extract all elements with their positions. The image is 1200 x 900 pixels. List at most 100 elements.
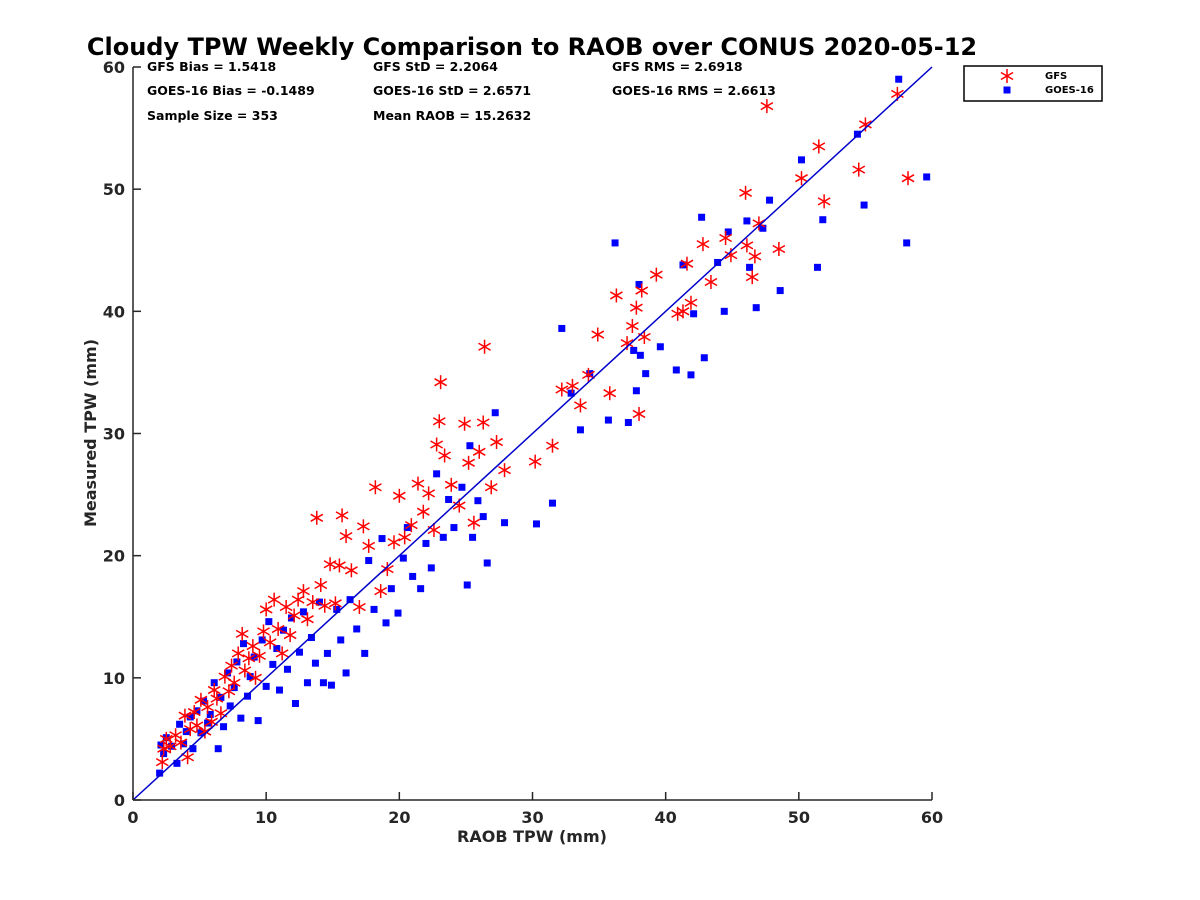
data-point-gfs (287, 608, 301, 623)
data-point-gfs (603, 386, 617, 401)
data-point-goes16 (258, 636, 266, 644)
data-point-gfs (387, 535, 401, 550)
legend-goes16-square (1003, 86, 1011, 94)
data-point-goes16 (797, 156, 805, 164)
data-point-goes16 (157, 741, 165, 749)
data-point-goes16 (186, 713, 194, 721)
data-point-gfs (380, 562, 394, 577)
data-point-goes16 (630, 346, 638, 354)
data-point-gfs (404, 518, 418, 533)
data-point-gfs (263, 635, 277, 650)
data-point-gfs (609, 288, 623, 303)
data-point-gfs (478, 339, 491, 354)
data-point-gfs (242, 651, 256, 666)
data-point-goes16 (361, 649, 369, 657)
chart-title: Cloudy TPW Weekly Comparison to RAOB ove… (87, 33, 977, 61)
stat-goes-bias: GOES-16 Bias = -0.1489 (147, 83, 315, 98)
data-point-goes16 (604, 416, 612, 424)
data-point-gfs (259, 602, 273, 617)
data-point-goes16 (382, 619, 390, 627)
legend-goes16-marker (1003, 86, 1011, 94)
data-point-gfs (198, 724, 212, 739)
data-point-goes16 (265, 618, 273, 626)
data-point-gfs (332, 558, 346, 573)
data-point-goes16 (632, 387, 640, 395)
data-point-goes16 (250, 653, 258, 661)
data-point-goes16 (558, 324, 566, 332)
data-point-gfs (335, 508, 349, 523)
y-tick-label: 60 (103, 58, 125, 77)
data-point-goes16 (766, 196, 774, 204)
x-tick-label: 0 (127, 808, 138, 827)
data-point-goes16 (422, 539, 430, 547)
data-point-gfs (467, 515, 481, 530)
data-point-gfs (398, 530, 412, 545)
data-point-gfs (745, 270, 759, 285)
data-point-gfs (271, 621, 285, 636)
y-tick-label: 30 (103, 425, 125, 444)
stat-gfs-bias: GFS Bias = 1.5418 (147, 59, 276, 74)
data-point-goes16 (417, 585, 425, 593)
data-point-goes16 (273, 645, 281, 653)
stat-gfs-rms: GFS RMS = 2.6918 (612, 59, 743, 74)
data-point-goes16 (567, 389, 575, 397)
data-point-gfs (852, 162, 866, 177)
data-point-goes16 (433, 470, 441, 478)
data-point-goes16 (463, 581, 471, 589)
data-point-gfs (275, 646, 289, 661)
data-point-goes16 (387, 585, 395, 593)
data-point-gfs (444, 477, 458, 492)
data-point-goes16 (409, 572, 417, 580)
data-point-gfs (416, 504, 430, 519)
data-point-goes16 (204, 719, 212, 727)
data-point-gfs (740, 238, 754, 253)
data-point-goes16 (240, 640, 248, 648)
data-point-goes16 (337, 636, 345, 644)
data-point-gfs (318, 598, 332, 613)
data-point-gfs (546, 438, 559, 453)
y-tick-label: 0 (114, 791, 125, 810)
data-point-gfs (498, 463, 511, 478)
data-point-gfs (249, 670, 262, 685)
data-point-goes16 (895, 75, 903, 83)
data-point-goes16 (483, 559, 491, 567)
data-point-gfs (267, 592, 281, 607)
data-point-goes16 (283, 665, 291, 673)
data-point-goes16 (327, 681, 335, 689)
data-point-gfs (194, 692, 208, 707)
data-point-gfs (339, 529, 353, 544)
data-point-gfs (462, 455, 476, 470)
data-point-goes16 (743, 217, 751, 225)
data-point-goes16 (220, 723, 228, 731)
legend-gfs-asterisk (1000, 69, 1014, 83)
x-tick-label: 60 (921, 808, 943, 827)
data-point-gfs (719, 231, 733, 246)
data-point-gfs (635, 283, 649, 298)
data-point-gfs (760, 99, 774, 114)
legend-box (963, 65, 1103, 102)
data-point-goes16 (217, 693, 225, 701)
data-point-gfs (566, 378, 579, 393)
data-point-gfs (246, 639, 260, 654)
data-point-gfs (235, 626, 249, 641)
data-point-goes16 (226, 702, 234, 710)
data-point-goes16 (323, 649, 331, 657)
data-point-gfs (739, 185, 753, 200)
x-axis-label: RAOB TPW (mm) (457, 827, 607, 846)
legend: GFS GOES-16 (963, 65, 1103, 102)
data-point-goes16 (445, 495, 453, 503)
data-point-gfs (157, 741, 171, 756)
data-point-goes16 (466, 442, 474, 450)
data-point-gfs (528, 454, 542, 469)
data-point-goes16 (399, 554, 407, 562)
data-point-goes16 (275, 686, 283, 694)
data-point-goes16 (279, 626, 287, 634)
y-tick-label: 40 (103, 302, 125, 321)
data-point-gfs (310, 510, 324, 525)
data-point-goes16 (813, 263, 821, 271)
data-point-goes16 (819, 216, 827, 224)
data-point-goes16 (698, 213, 706, 221)
data-point-goes16 (491, 409, 499, 417)
data-point-gfs (795, 171, 808, 186)
